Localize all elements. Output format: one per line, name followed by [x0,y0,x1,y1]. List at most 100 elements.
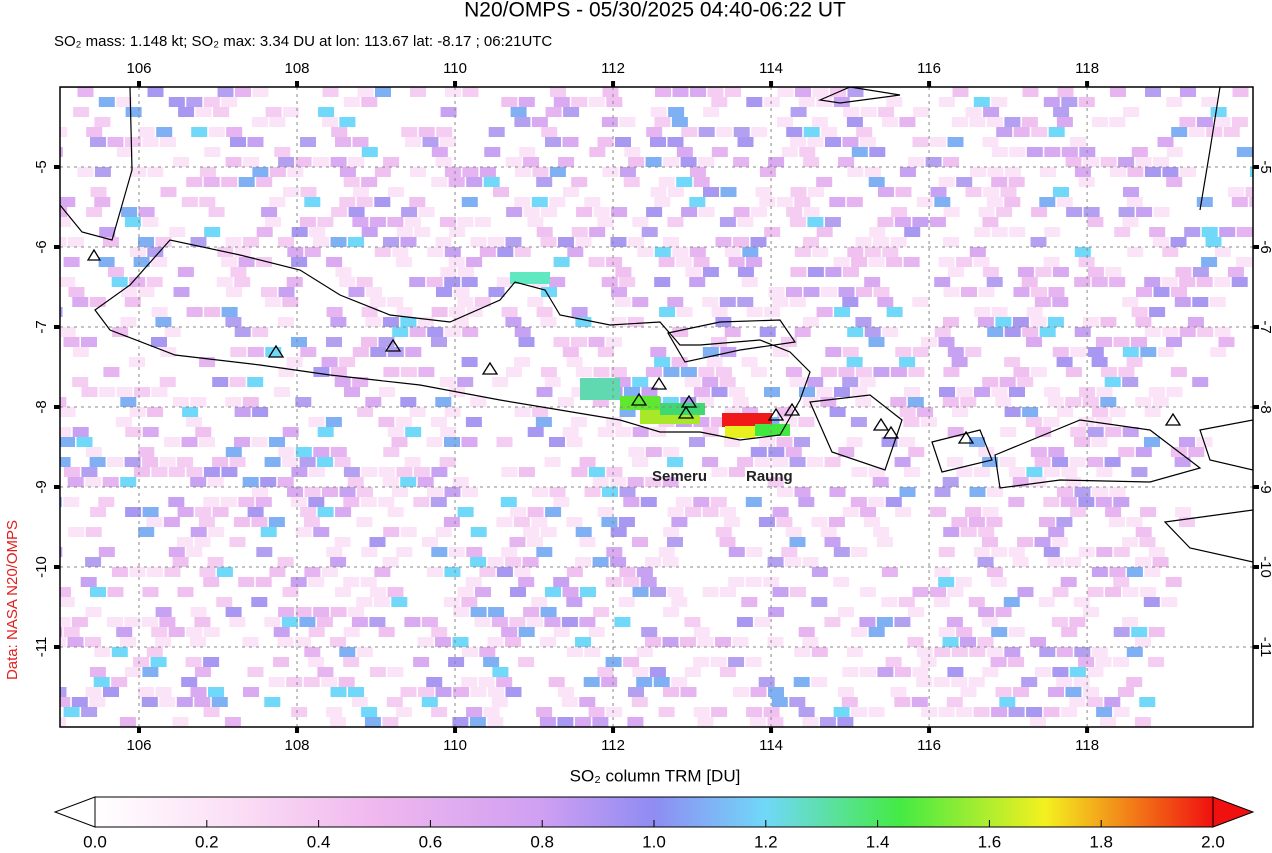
pixel [1126,517,1143,527]
pixel [0,507,1,517]
pixel [304,197,321,207]
sumbawa [994,419,1202,489]
pixel [1126,647,1143,657]
pixel [1227,267,1244,277]
pixel [654,357,671,367]
pixel [60,617,71,627]
pixel [81,337,97,347]
pixel [457,507,474,517]
pixel [930,507,947,517]
pixel [768,447,785,457]
pixel [973,467,990,477]
pixel [203,497,220,507]
pixel [445,87,461,97]
pixel [37,697,53,707]
pixel [527,217,544,227]
pixel [1079,387,1095,397]
pixel [829,487,846,497]
pixel [1192,267,1209,277]
pixel [1030,367,1047,377]
pixel [777,487,793,497]
pixel [850,417,867,427]
pixel [1043,257,1060,267]
pixel [1135,157,1152,167]
pixel [487,557,504,567]
pixel [1043,707,1060,717]
pixel [518,657,535,667]
pixel [1096,707,1113,717]
pixel [536,547,553,557]
pixel [182,407,199,417]
pixel [986,277,1003,287]
pixel [518,337,535,347]
pixel [474,217,491,227]
pixel [60,437,75,447]
pixel [1197,327,1214,337]
pixel [996,207,1013,217]
pixel [330,687,347,697]
pixel [566,357,583,367]
pixel [181,197,198,207]
pixel [190,607,207,617]
borneo [817,87,901,104]
pixel [789,297,806,307]
pixel [409,197,426,207]
pixel [1231,197,1248,207]
pixel [483,177,500,187]
pixel [265,107,282,117]
pixel [282,297,299,307]
pixel [190,527,207,537]
pixel [722,413,772,427]
pixel [510,107,527,117]
pixel [680,157,697,167]
pixel [20,347,36,357]
pixel [203,577,220,587]
pixel [532,167,549,177]
pixel [693,627,710,637]
x-tick-label: 118 [1075,60,1099,77]
pixel [194,617,211,627]
pixel [846,647,863,657]
pixel [978,207,995,217]
pixel [426,567,443,577]
pixel [1214,277,1231,287]
pixel [518,97,535,107]
pixel [1143,597,1160,607]
pixel [269,167,286,177]
pixel [462,167,479,177]
pixel [1236,227,1253,237]
pixel [431,707,448,717]
volcano-label: Semeru [652,468,707,485]
pixel [1052,297,1069,307]
pixel [278,447,295,457]
y-tick-label: -9 [1257,480,1272,493]
colorbar-tick-label: 2.0 [1201,832,1225,851]
pixel [860,587,876,597]
pixel [768,607,785,617]
pixel [1083,687,1099,697]
pixel [1219,227,1236,237]
pixel [146,277,163,287]
pixel [67,477,84,487]
pixel [1048,127,1065,137]
pixel [199,437,215,447]
pixel [601,677,618,687]
pixel [951,677,968,687]
pixel [81,707,98,717]
pixel [343,627,360,637]
pixel [995,687,1012,697]
pixel [943,207,960,217]
pixel [1048,287,1065,297]
pixel [628,687,644,697]
pixel [1206,127,1223,137]
pixel [1013,127,1030,137]
pixel [523,527,540,537]
pixel [610,367,627,377]
pixel [361,307,378,317]
pixel [1162,247,1179,257]
pixel [579,457,596,467]
pixel [1175,507,1192,517]
volcano [630,392,648,406]
pixel [20,537,36,547]
pixel [807,137,824,147]
